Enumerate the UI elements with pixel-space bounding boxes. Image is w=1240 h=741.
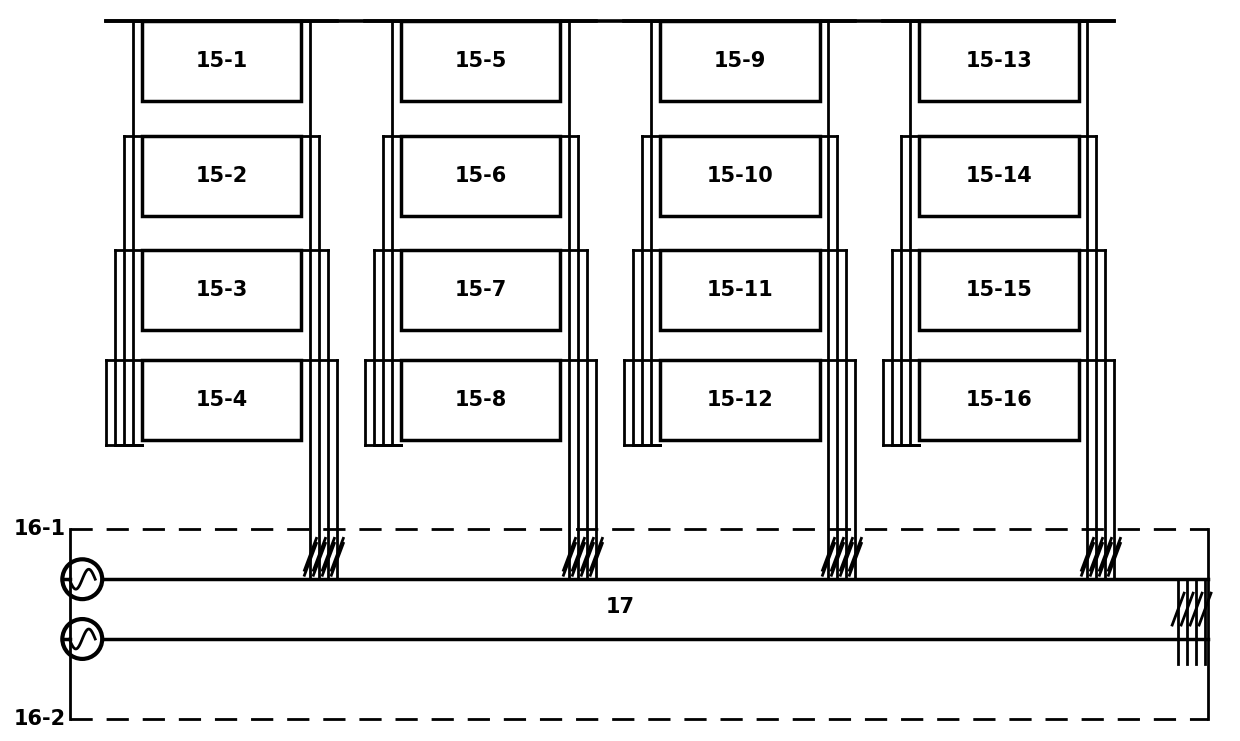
- Text: 15-5: 15-5: [455, 51, 507, 71]
- Bar: [660, 136, 820, 216]
- Bar: [401, 250, 560, 330]
- Text: 15-1: 15-1: [196, 51, 248, 71]
- Text: 15-16: 15-16: [966, 390, 1032, 410]
- Bar: [143, 136, 301, 216]
- Bar: [401, 136, 560, 216]
- Text: 15-10: 15-10: [707, 166, 774, 186]
- Text: 15-4: 15-4: [196, 390, 248, 410]
- Text: 16-2: 16-2: [14, 708, 66, 728]
- Text: 15-2: 15-2: [196, 166, 248, 186]
- Bar: [143, 360, 301, 439]
- Text: 15-14: 15-14: [966, 166, 1032, 186]
- Text: 15-9: 15-9: [714, 51, 766, 71]
- Text: 15-3: 15-3: [196, 280, 248, 300]
- Bar: [660, 360, 820, 439]
- Text: 17: 17: [606, 597, 635, 617]
- Text: 15-6: 15-6: [455, 166, 507, 186]
- Text: 16-1: 16-1: [14, 519, 66, 539]
- Bar: [919, 360, 1079, 439]
- Bar: [143, 250, 301, 330]
- Bar: [401, 360, 560, 439]
- Bar: [919, 136, 1079, 216]
- Bar: [919, 250, 1079, 330]
- Bar: [143, 21, 301, 101]
- Text: 15-8: 15-8: [455, 390, 507, 410]
- Text: 15-13: 15-13: [966, 51, 1032, 71]
- Bar: [401, 21, 560, 101]
- Bar: [660, 21, 820, 101]
- Text: 15-11: 15-11: [707, 280, 774, 300]
- Text: 15-12: 15-12: [707, 390, 774, 410]
- Bar: [919, 21, 1079, 101]
- Text: 15-15: 15-15: [966, 280, 1032, 300]
- Bar: [660, 250, 820, 330]
- Text: 15-7: 15-7: [455, 280, 507, 300]
